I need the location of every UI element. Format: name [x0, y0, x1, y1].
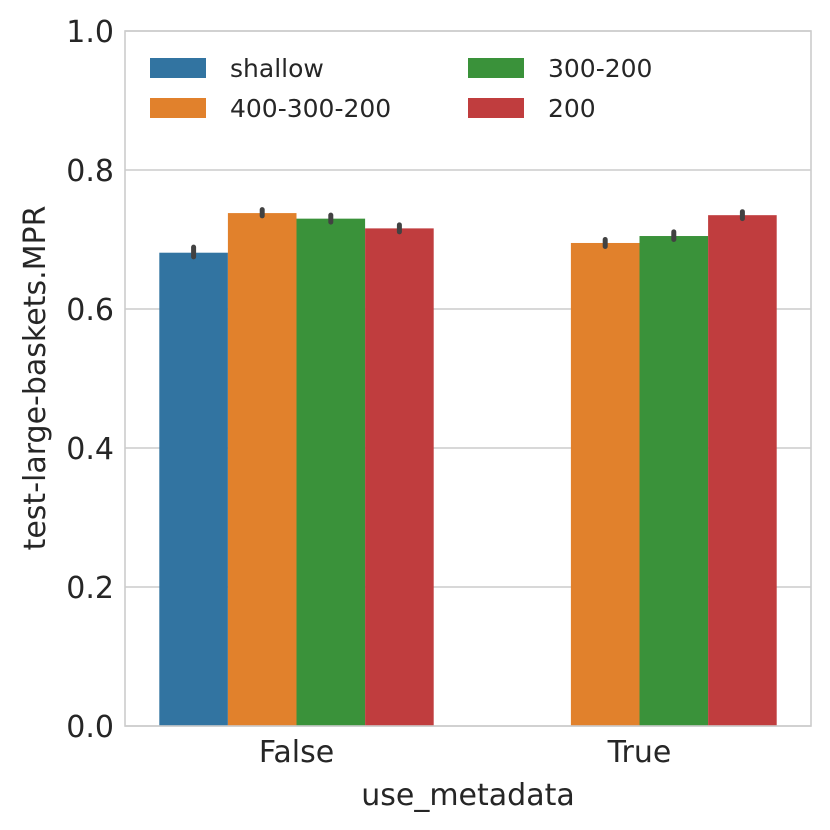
legend-swatch-200	[468, 98, 524, 118]
bar-200-True	[708, 215, 777, 727]
x-tick-label-False: False	[259, 735, 334, 770]
x-tick-label-True: True	[607, 735, 672, 770]
y-tick-label: 0.6	[66, 293, 114, 328]
bar-shallow-False	[159, 252, 228, 726]
legend-label-200: 200	[548, 94, 596, 123]
x-axis-label: use_metadata	[361, 778, 575, 813]
y-tick-labels: 0.0 0.2 0.4 0.6 0.8 1.0	[66, 15, 114, 745]
y-tick-label: 1.0	[66, 15, 114, 50]
legend-label-300-200: 300-200	[548, 54, 652, 83]
bar-200-False	[365, 228, 434, 726]
y-tick-label: 0.2	[66, 571, 114, 606]
bars	[159, 213, 777, 727]
error-bars	[191, 207, 745, 260]
y-tick-label: 0.0	[66, 710, 114, 745]
legend-label-shallow: shallow	[230, 54, 324, 83]
bar-400-300-200-False	[227, 213, 297, 727]
plot-frame	[124, 30, 812, 727]
legend-swatch-300-200	[468, 58, 524, 78]
legend-swatch-shallow	[150, 58, 206, 78]
y-tick-label: 0.8	[66, 154, 114, 189]
y-tick-label: 0.4	[66, 432, 114, 467]
legend: shallow 300-200 400-300-200 200	[150, 54, 652, 123]
bar-300-200-True	[639, 236, 709, 726]
bar-300-200-False	[296, 218, 366, 726]
legend-label-400-300-200: 400-300-200	[230, 94, 391, 123]
x-tick-labels: False True	[259, 735, 672, 770]
bar-400-300-200-True	[570, 242, 640, 726]
legend-swatch-400-300-200	[150, 98, 206, 118]
y-axis-label: test-large-baskets.MPR	[18, 206, 53, 551]
